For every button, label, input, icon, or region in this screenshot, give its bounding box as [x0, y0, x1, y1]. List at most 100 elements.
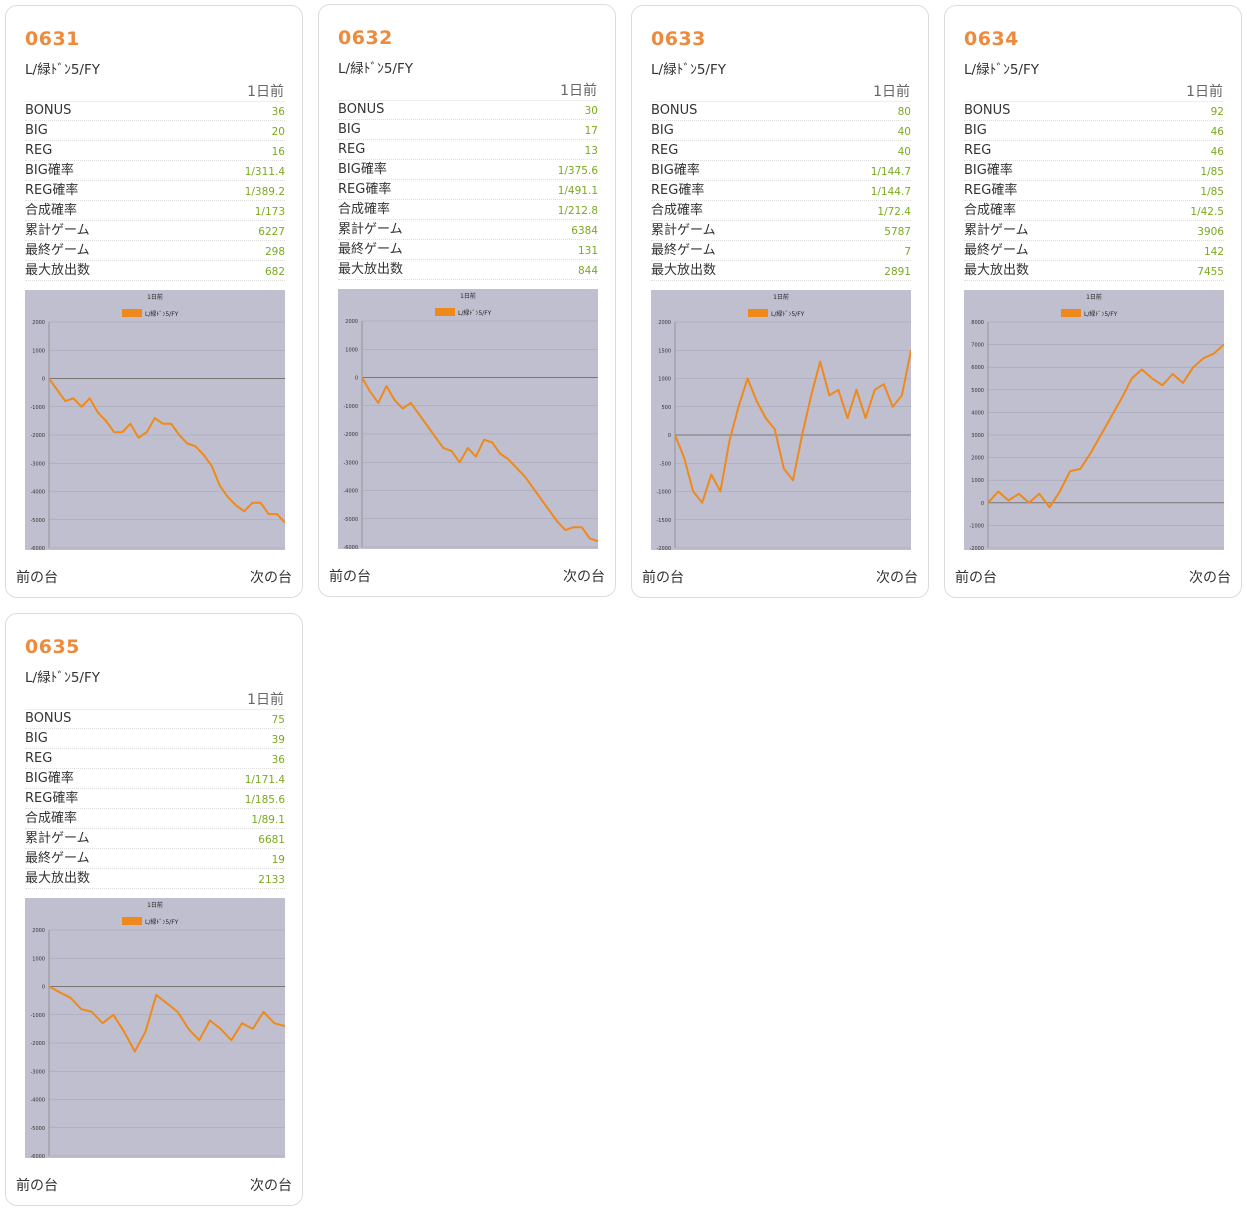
stat-row: BONUS 80 — [651, 101, 911, 121]
y-tick-label: -4000 — [30, 490, 45, 496]
next-machine-link[interactable]: 次の台 — [876, 570, 918, 586]
stat-row: BIG 39 — [25, 729, 285, 749]
stat-label: 累計ゲーム — [25, 223, 90, 238]
y-tick-label: 2000 — [32, 928, 45, 934]
stat-label: REG確率 — [25, 791, 79, 806]
y-tick-label: 1500 — [658, 348, 671, 354]
series-line — [987, 343, 1225, 509]
prev-machine-link[interactable]: 前の台 — [955, 570, 997, 586]
chart-title: 1日前 — [1086, 293, 1102, 301]
y-tick-label: -1000 — [343, 404, 358, 410]
stat-row: REG確率 1/144.7 — [651, 181, 911, 201]
chart-svg: 1日前 L/緑ﾄﾞﾝ5/FY 8000 7000 6000 5000 4000 3000 200… — [964, 290, 1225, 552]
day-column-header: 1日前 — [560, 83, 597, 99]
stat-value: 1/42.5 — [1190, 206, 1224, 218]
stat-label: REG — [25, 143, 53, 158]
slump-chart: 1日前 L/緑ﾄﾞﾝ5/FY 2000 1500 1000 500 0 -500 -1000 -1… — [651, 290, 912, 552]
y-tick-label: -1000 — [969, 523, 984, 529]
stat-row: BIG 46 — [964, 121, 1224, 141]
stat-value: 7 — [904, 246, 911, 258]
stat-label: REG確率 — [338, 182, 392, 197]
stat-row: 累計ゲーム 5787 — [651, 221, 911, 241]
machine-number[interactable]: 0633 — [651, 28, 706, 50]
stat-value: 1/173 — [254, 206, 285, 218]
legend-swatch — [748, 309, 768, 317]
stat-label: BIG — [25, 731, 48, 746]
stat-value: 131 — [577, 245, 598, 257]
stat-row: BIG確率 1/311.4 — [25, 161, 285, 181]
next-machine-link[interactable]: 次の台 — [250, 570, 292, 586]
stat-value: 40 — [897, 126, 911, 138]
machine-card: 0635 L/緑ﾄﾞﾝ5/FY 1日前 BONUS 75 BIG 39 REG 36 BIG… — [5, 613, 303, 1206]
stat-label: REG確率 — [651, 183, 705, 198]
y-tick-label: 2000 — [32, 320, 45, 326]
stat-label: REG確率 — [964, 183, 1018, 198]
stat-row: 最終ゲーム 19 — [25, 849, 285, 869]
stat-value: 1/72.4 — [877, 206, 911, 218]
stat-label: 合成確率 — [651, 203, 704, 218]
slump-chart: 1日前 L/緑ﾄﾞﾝ5/FY 2000 1000 0 -1000 -2000 -3000 -40… — [338, 289, 599, 551]
stat-label: BIG — [25, 123, 48, 138]
machine-number[interactable]: 0635 — [25, 636, 80, 658]
machine-number[interactable]: 0631 — [25, 28, 80, 50]
stat-value: 6681 — [258, 834, 285, 846]
y-tick-label: 0 — [42, 377, 45, 383]
y-tick-label: -3000 — [30, 1069, 45, 1075]
stat-value: 80 — [897, 106, 911, 118]
y-tick-label: -500 — [660, 461, 671, 467]
next-machine-link[interactable]: 次の台 — [563, 569, 605, 585]
stat-value: 75 — [271, 714, 285, 726]
stat-label: 最大放出数 — [964, 263, 1030, 278]
prev-machine-link[interactable]: 前の台 — [16, 1178, 58, 1194]
stat-row: 累計ゲーム 6681 — [25, 829, 285, 849]
stat-label: 最終ゲーム — [964, 243, 1029, 258]
stat-label: BONUS — [25, 103, 72, 118]
stat-label: BIG確率 — [964, 163, 1013, 178]
stat-row: 最大放出数 682 — [25, 261, 285, 281]
stat-label: REG — [651, 143, 679, 158]
machine-number[interactable]: 0632 — [338, 27, 393, 49]
machine-model: L/緑ﾄﾞﾝ5/FY — [25, 670, 100, 686]
stat-label: 最終ゲーム — [651, 243, 716, 258]
series-line — [361, 377, 599, 543]
prev-machine-link[interactable]: 前の台 — [16, 570, 58, 586]
stat-label: BIG確率 — [338, 162, 387, 177]
stat-row: REG 13 — [338, 140, 598, 160]
machine-model: L/緑ﾄﾞﾝ5/FY — [338, 61, 413, 77]
stat-value: 1/85 — [1200, 186, 1224, 198]
stat-label: BONUS — [25, 711, 72, 726]
y-tick-label: -3000 — [30, 461, 45, 467]
stat-value: 20 — [271, 126, 285, 138]
stat-row: 最大放出数 2891 — [651, 261, 911, 281]
stat-label: 最終ゲーム — [25, 243, 90, 258]
next-machine-link[interactable]: 次の台 — [250, 1178, 292, 1194]
legend-swatch — [1061, 309, 1081, 317]
chart-background — [25, 290, 285, 550]
prev-machine-link[interactable]: 前の台 — [642, 570, 684, 586]
stat-label: BONUS — [338, 102, 385, 117]
next-machine-link[interactable]: 次の台 — [1189, 570, 1231, 586]
stat-value: 36 — [271, 106, 285, 118]
machine-card: 0632 L/緑ﾄﾞﾝ5/FY 1日前 BONUS 30 BIG 17 REG 13 BIG… — [318, 4, 616, 597]
stat-label: 累計ゲーム — [25, 831, 90, 846]
y-tick-label: -5000 — [30, 1126, 45, 1132]
stat-row: BONUS 75 — [25, 709, 285, 729]
y-tick-label: -6000 — [30, 1154, 45, 1158]
stat-label: 最大放出数 — [651, 263, 717, 278]
machine-number[interactable]: 0634 — [964, 28, 1019, 50]
series-line — [674, 350, 912, 504]
stat-value: 1/389.2 — [244, 186, 285, 198]
stat-row: 合成確率 1/173 — [25, 201, 285, 221]
y-tick-label: -1500 — [656, 518, 671, 524]
stat-value: 844 — [577, 265, 598, 277]
y-tick-label: -2000 — [656, 546, 671, 550]
y-tick-label: -4000 — [30, 1098, 45, 1104]
y-tick-label: 7000 — [971, 343, 984, 349]
stat-row: 合成確率 1/72.4 — [651, 201, 911, 221]
machine-model: L/緑ﾄﾞﾝ5/FY — [964, 62, 1039, 78]
stat-value: 1/212.8 — [557, 205, 598, 217]
stat-row: BONUS 30 — [338, 100, 598, 120]
stat-value: 92 — [1210, 106, 1224, 118]
stat-row: REG確率 1/85 — [964, 181, 1224, 201]
prev-machine-link[interactable]: 前の台 — [329, 569, 371, 585]
